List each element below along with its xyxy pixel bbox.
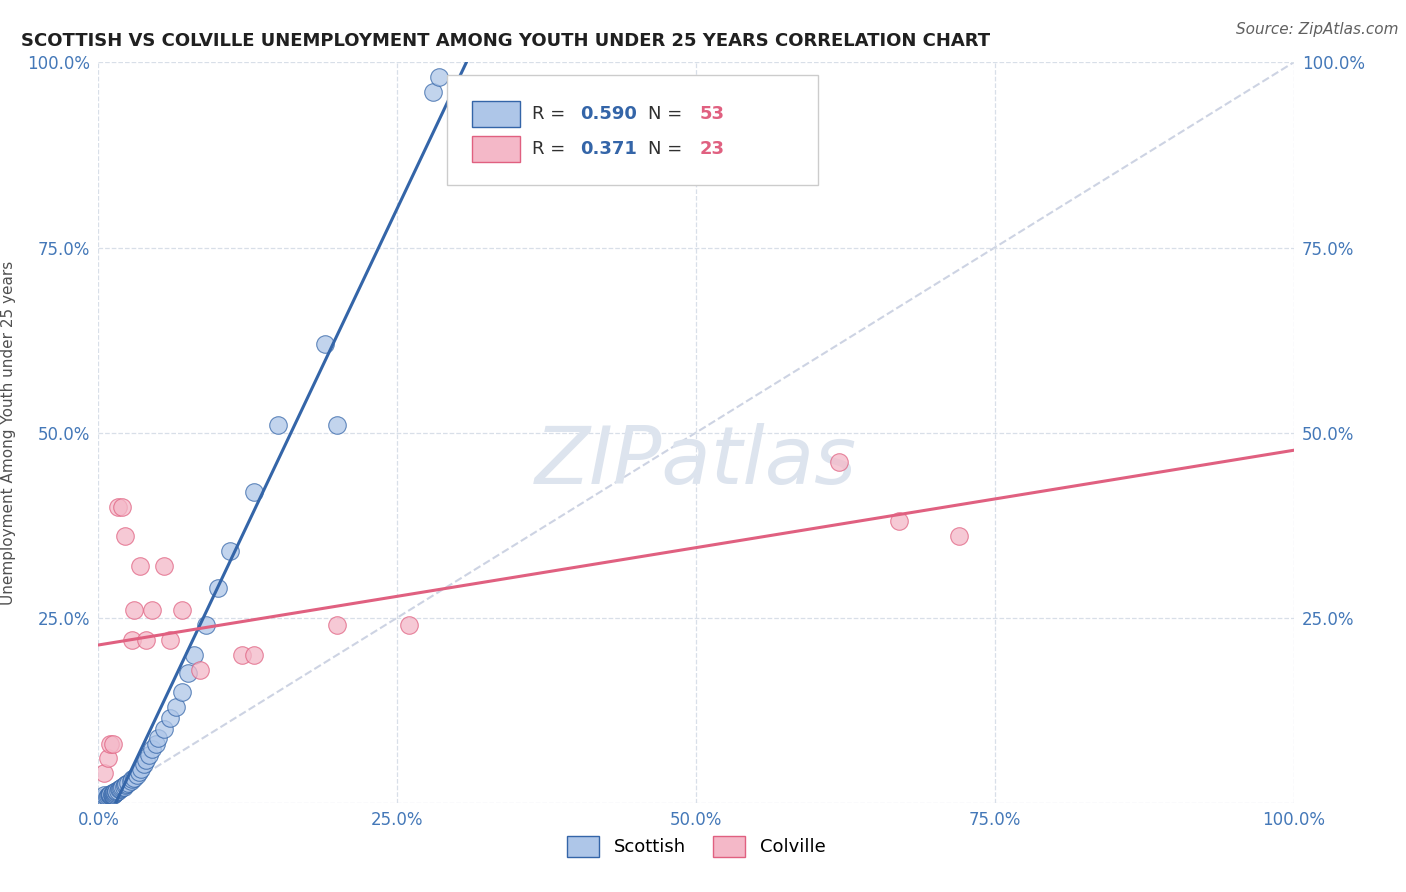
Y-axis label: Unemployment Among Youth under 25 years: Unemployment Among Youth under 25 years xyxy=(1,260,15,605)
Text: N =: N = xyxy=(648,104,688,122)
Point xyxy=(98,787,122,801)
Text: R =: R = xyxy=(533,104,571,122)
Point xyxy=(398,618,420,632)
Point xyxy=(103,785,125,799)
Point xyxy=(138,747,160,762)
FancyBboxPatch shape xyxy=(447,75,818,185)
Point xyxy=(141,742,163,756)
Point xyxy=(105,785,128,799)
Text: Source: ZipAtlas.com: Source: ZipAtlas.com xyxy=(1236,22,1399,37)
Point xyxy=(172,603,194,617)
Point xyxy=(114,778,136,792)
Point xyxy=(427,70,450,85)
Point xyxy=(120,773,142,788)
Point xyxy=(326,418,349,433)
Point xyxy=(135,753,157,767)
Point xyxy=(172,685,194,699)
Point xyxy=(93,789,115,804)
Point xyxy=(159,711,181,725)
Point xyxy=(267,418,290,433)
Point xyxy=(115,777,138,791)
Legend: Scottish, Colville: Scottish, Colville xyxy=(560,829,832,864)
Point xyxy=(107,500,129,514)
Point xyxy=(101,786,124,800)
Point xyxy=(98,789,121,803)
Point xyxy=(177,666,200,681)
Point xyxy=(108,781,131,796)
Point xyxy=(100,787,122,801)
Text: 53: 53 xyxy=(700,104,724,122)
Point xyxy=(112,780,135,794)
Point xyxy=(153,722,176,736)
Point xyxy=(107,784,129,798)
Point xyxy=(114,529,136,543)
Point xyxy=(889,515,911,529)
Point xyxy=(129,558,152,573)
Point xyxy=(148,731,170,745)
Point xyxy=(135,632,157,647)
Point xyxy=(145,737,167,751)
Point xyxy=(124,603,146,617)
Point xyxy=(132,757,155,772)
Text: 23: 23 xyxy=(700,140,724,158)
Point xyxy=(117,776,139,790)
Bar xyxy=(472,101,520,127)
Point xyxy=(828,455,851,469)
Point xyxy=(101,788,124,802)
Point xyxy=(121,632,143,647)
Text: 0.371: 0.371 xyxy=(581,140,637,158)
Point xyxy=(96,789,118,804)
Point xyxy=(131,762,153,776)
Point xyxy=(183,648,205,662)
Point xyxy=(159,632,181,647)
Point xyxy=(165,699,187,714)
Point xyxy=(98,788,122,802)
Point xyxy=(93,789,115,803)
Point xyxy=(219,544,242,558)
Point xyxy=(98,789,122,803)
Point xyxy=(121,772,143,786)
Point xyxy=(101,737,124,751)
Point xyxy=(111,500,134,514)
Point xyxy=(315,336,337,351)
Point xyxy=(948,529,970,543)
Text: SCOTTISH VS COLVILLE UNEMPLOYMENT AMONG YOUTH UNDER 25 YEARS CORRELATION CHART: SCOTTISH VS COLVILLE UNEMPLOYMENT AMONG … xyxy=(21,32,990,50)
Text: ZIPatlas: ZIPatlas xyxy=(534,423,858,501)
Point xyxy=(111,780,134,795)
Point xyxy=(128,764,150,779)
Point xyxy=(93,766,115,780)
Point xyxy=(153,558,176,573)
Point xyxy=(124,771,146,785)
Text: 0.590: 0.590 xyxy=(581,104,637,122)
Text: N =: N = xyxy=(648,140,688,158)
Point xyxy=(103,787,125,801)
Point xyxy=(97,751,120,765)
Point xyxy=(107,782,129,797)
Text: R =: R = xyxy=(533,140,576,158)
Point xyxy=(104,786,127,800)
Point xyxy=(326,618,349,632)
Point xyxy=(98,737,122,751)
Point xyxy=(195,618,218,632)
Point xyxy=(422,85,444,99)
Point xyxy=(188,663,211,677)
Point xyxy=(141,603,163,617)
Point xyxy=(231,648,253,662)
Point xyxy=(100,789,122,803)
Point xyxy=(110,780,132,795)
Point xyxy=(207,581,229,595)
Bar xyxy=(472,136,520,162)
Point xyxy=(97,789,120,804)
Point xyxy=(125,767,148,781)
Point xyxy=(105,784,128,798)
Point xyxy=(243,484,266,499)
Point xyxy=(243,648,266,662)
